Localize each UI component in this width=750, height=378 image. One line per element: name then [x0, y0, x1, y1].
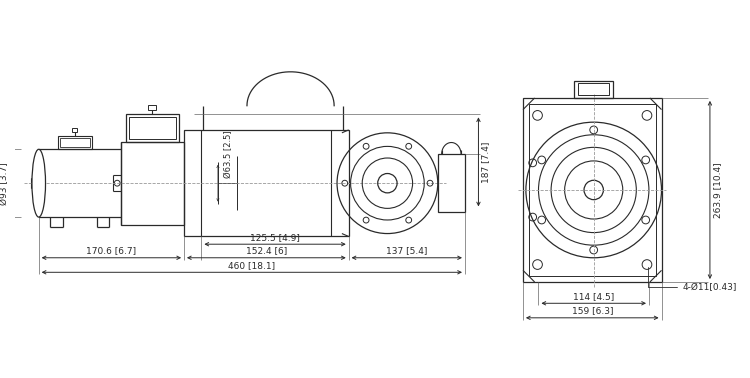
- Bar: [58, 136, 92, 149]
- Text: 159 [6.3]: 159 [6.3]: [572, 307, 613, 315]
- Text: Ø93 [3.7]: Ø93 [3.7]: [0, 162, 9, 204]
- Bar: [438, 154, 465, 212]
- Bar: [60, 138, 90, 147]
- Ellipse shape: [32, 149, 46, 217]
- Text: 263.9 [10.4]: 263.9 [10.4]: [712, 162, 722, 218]
- Bar: [129, 117, 176, 139]
- Bar: [148, 105, 156, 110]
- Bar: [39, 149, 121, 217]
- Text: Ø63.5 [2.5]: Ø63.5 [2.5]: [224, 131, 233, 178]
- Text: 4-Ø11[0.43]: 4-Ø11[0.43]: [648, 267, 737, 292]
- Bar: [578, 84, 609, 95]
- Bar: [126, 115, 179, 141]
- Text: 460 [18.1]: 460 [18.1]: [228, 261, 275, 270]
- Bar: [184, 130, 349, 237]
- Bar: [523, 98, 662, 282]
- Text: 125.5 [4.9]: 125.5 [4.9]: [250, 233, 300, 242]
- Bar: [72, 128, 77, 132]
- Bar: [121, 141, 184, 225]
- Text: 137 [5.4]: 137 [5.4]: [386, 246, 427, 256]
- Bar: [574, 81, 613, 98]
- Bar: [529, 104, 656, 276]
- Text: 152.4 [6]: 152.4 [6]: [246, 246, 287, 256]
- Text: 187 [7.4]: 187 [7.4]: [482, 141, 490, 183]
- Text: 170.6 [6.7]: 170.6 [6.7]: [86, 246, 136, 256]
- Text: 114 [4.5]: 114 [4.5]: [573, 292, 614, 301]
